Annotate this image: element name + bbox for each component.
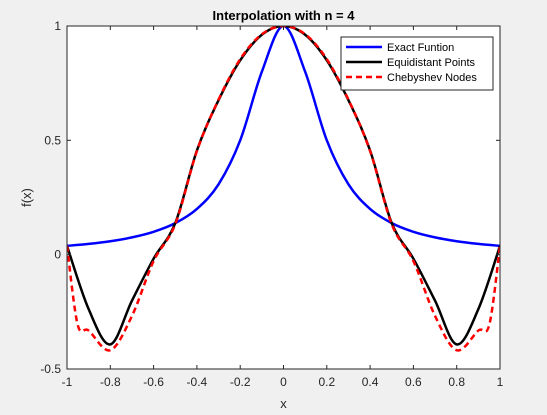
x-tick-label: 0.6 xyxy=(405,375,422,389)
x-tick-label: 0.8 xyxy=(448,375,465,389)
y-tick-label: 0.5 xyxy=(44,133,61,147)
x-tick-label: 1 xyxy=(497,375,504,389)
exact-function-line xyxy=(67,26,500,248)
legend-label: Exact Funtion xyxy=(387,42,454,54)
y-tick-label: 1 xyxy=(54,19,61,33)
x-tick-label: -0.8 xyxy=(100,375,121,389)
legend-entry-chebyshev-nodes: Chebyshev Nodes xyxy=(346,72,477,84)
legend-entry-exact-function: Exact Funtion xyxy=(346,42,454,54)
chebyshev-nodes-line xyxy=(67,26,500,352)
legend-entry-equidistant-points: Equidistant Points xyxy=(346,57,476,69)
series-layer xyxy=(67,26,500,352)
y-axis-label: f(x) xyxy=(19,188,34,207)
legend-label: Chebyshev Nodes xyxy=(387,72,477,84)
y-tick-label: 0 xyxy=(54,248,61,262)
x-tick-label: 0 xyxy=(280,375,287,389)
x-tick-label: -1 xyxy=(62,375,73,389)
x-axis-label: x xyxy=(280,396,287,411)
x-tick-label: -0.2 xyxy=(230,375,251,389)
legend-label: Equidistant Points xyxy=(387,57,476,69)
legend-entries: Exact Funtion Equidistant Points Chebyshev… xyxy=(346,42,477,84)
tick-layer: -1 -0.8 -0.6 -0.4 -0.2 0 0.2 0.4 0.6 0.8 1 -0.5 0 0.5… xyxy=(40,19,503,389)
chart-title: Interpolation with n = 4 xyxy=(213,8,356,23)
y-tick-label: -0.5 xyxy=(40,362,61,376)
x-tick-label: 0.4 xyxy=(362,375,379,389)
legend: Exact Funtion Equidistant Points Chebyshev… xyxy=(340,36,494,91)
x-tick-label: 0.2 xyxy=(318,375,335,389)
x-tick-label: -0.4 xyxy=(187,375,208,389)
equidistant-points-line xyxy=(67,26,500,346)
x-tick-label: -0.6 xyxy=(143,375,164,389)
